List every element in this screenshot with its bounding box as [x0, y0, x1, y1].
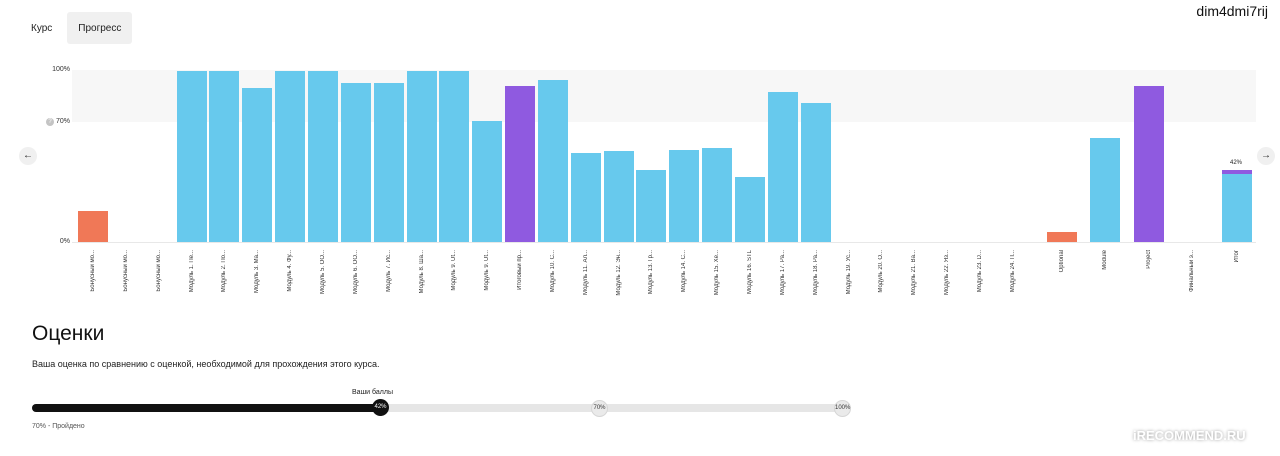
chart-bar[interactable] — [78, 211, 108, 242]
category-label: Модуль 9. Ut... — [451, 250, 458, 291]
category-label: Модуль 8. Ша... — [418, 250, 425, 294]
category-label: Модуль 7. Ис... — [385, 250, 392, 292]
category-label: Модуль 17. Ра... — [779, 250, 786, 296]
category-label: Модуль 12. Эн... — [615, 250, 622, 296]
info-icon[interactable]: ? — [46, 118, 54, 126]
chart-bar[interactable] — [1222, 170, 1252, 242]
watermark-logo: iRECOMMEND.RU — [1133, 427, 1246, 443]
category-label: Итог — [1234, 250, 1240, 263]
category-label: Модуль 20. О... — [878, 250, 885, 293]
category-label: Модуль 14. С... — [681, 250, 688, 293]
chart-bar[interactable] — [209, 71, 240, 242]
max-marker: 100% — [834, 400, 851, 417]
arrow-right-icon[interactable]: → — [1257, 147, 1275, 165]
chart-baseline — [72, 242, 1256, 243]
grades-title: Оценки — [32, 322, 105, 345]
category-label: Модуль 23. D... — [976, 250, 983, 293]
chart-bar[interactable] — [406, 71, 437, 242]
category-label: Бонусный мо... — [155, 250, 162, 292]
arrow-left-icon[interactable]: ← — [19, 147, 37, 165]
chart-bar[interactable] — [307, 71, 338, 242]
category-label: Модуль 11. Ал... — [582, 250, 589, 295]
chart-bar[interactable] — [373, 82, 404, 242]
chart-bar[interactable] — [176, 71, 207, 242]
category-label: Module — [1102, 250, 1108, 270]
chart-bar[interactable] — [472, 120, 503, 242]
total-data-label: 42% — [1230, 160, 1243, 167]
chart-bar[interactable] — [242, 88, 273, 242]
chart-bar[interactable] — [735, 177, 765, 242]
score-caption: Ваши баллы — [352, 389, 393, 396]
category-label: Бонусный мо... — [122, 250, 129, 292]
y-tick-100: 100% — [52, 66, 70, 73]
category-label: Модуль 13. Гр... — [648, 250, 655, 295]
chart-bar[interactable] — [505, 86, 536, 242]
chart-bar[interactable] — [570, 153, 601, 242]
category-label: Модуль 21. Ва... — [911, 250, 918, 296]
category-label: Финальный э... — [1189, 250, 1195, 292]
y-tick-70: 70% — [55, 118, 70, 125]
chart-bar[interactable] — [603, 151, 634, 242]
chart-bar[interactable] — [439, 71, 470, 242]
category-label: Модуль 5. ОО... — [319, 250, 326, 294]
chart-bar[interactable] — [767, 91, 798, 242]
category-label: Project — [1146, 250, 1152, 269]
grades-description: Ваша оценка по сравнению с оценкой, необ… — [32, 359, 380, 369]
category-label: Модуль 15. Хе... — [714, 250, 721, 296]
category-label: Модуль 2. По... — [221, 250, 228, 293]
category-label: Модуль 1. Пе... — [188, 250, 195, 293]
category-label: Optional — [1059, 250, 1065, 273]
chart-bar[interactable] — [275, 71, 306, 242]
chart-bar[interactable] — [1047, 231, 1077, 242]
category-label: Бонусный мо... — [90, 250, 96, 292]
grade-track: 42% 70% 100% — [32, 399, 851, 417]
chart-bar[interactable] — [340, 82, 371, 242]
category-label: Модуль 19. Ус... — [845, 250, 852, 295]
username: dim4dmi7rij — [1196, 3, 1268, 19]
pass-marker: 70% — [591, 400, 608, 417]
category-label: Модуль 4. Фу... — [287, 250, 294, 292]
category-label: Модуль 10. С... — [549, 250, 556, 293]
chart-bar[interactable] — [1134, 86, 1164, 242]
tab-progress[interactable]: Прогресс — [67, 12, 133, 44]
category-label: Модуль 9. Ut... — [484, 250, 491, 291]
tab-bar: Курс Прогресс — [20, 12, 133, 44]
grade-fill — [32, 404, 380, 412]
score-marker: 42% — [372, 399, 389, 416]
category-label: Модуль 6. ОО... — [352, 250, 359, 294]
chart-bar[interactable] — [537, 79, 568, 242]
category-label: Модуль 18. Ра... — [812, 250, 819, 296]
category-label: Итоговый пр... — [517, 250, 524, 290]
category-label: Модуль 16. STL — [747, 250, 753, 294]
category-label: Модуль 24. П... — [1009, 250, 1016, 293]
tab-course[interactable]: Курс — [31, 22, 53, 34]
chart-bar[interactable] — [702, 147, 733, 242]
chart-bar[interactable] — [669, 149, 700, 242]
category-label: Модуль 3. Ма... — [254, 250, 261, 294]
chart-bar[interactable] — [800, 103, 831, 242]
pass-note: 70% - Пройдено — [32, 423, 85, 430]
chart-bar[interactable] — [1090, 137, 1120, 242]
progress-chart: 100% ? 70% 0% ← → Бонусный мо... Бонусный… — [19, 66, 1275, 296]
y-tick-0: 0% — [59, 238, 70, 245]
category-label: Модуль 22. Яз... — [944, 250, 951, 296]
chart-bar[interactable] — [636, 170, 667, 242]
